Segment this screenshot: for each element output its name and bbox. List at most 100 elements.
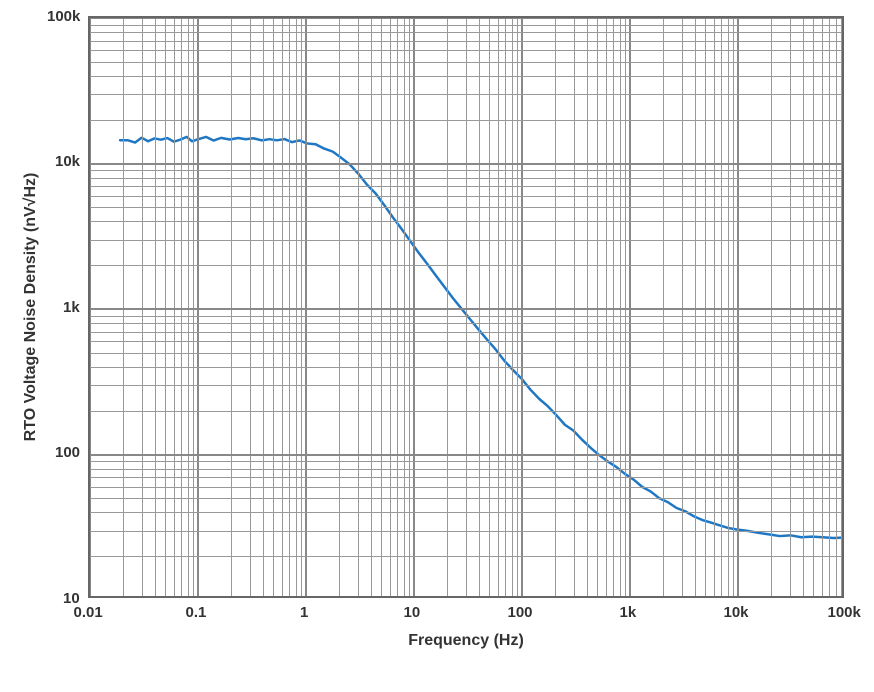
- x-tick-label: 10k: [724, 604, 749, 621]
- x-axis-label: Frequency (Hz): [88, 632, 844, 650]
- x-gridline-minor: [489, 18, 490, 596]
- y-gridline-minor: [90, 367, 842, 368]
- y-gridline-minor: [90, 62, 842, 63]
- x-gridline-minor: [193, 18, 194, 596]
- y-gridline-minor: [90, 316, 842, 317]
- x-gridline-minor: [587, 18, 588, 596]
- x-tick-label: 100k: [828, 604, 861, 621]
- y-gridline-minor: [90, 240, 842, 241]
- y-gridline-minor: [90, 170, 842, 171]
- y-tick-label: 100k: [47, 8, 80, 25]
- y-gridline-major: [90, 163, 842, 165]
- x-gridline-minor: [301, 18, 302, 596]
- x-gridline-minor: [174, 18, 175, 596]
- x-gridline-minor: [505, 18, 506, 596]
- x-gridline-major: [197, 18, 199, 596]
- x-gridline-minor: [606, 18, 607, 596]
- x-gridline-minor: [296, 18, 297, 596]
- x-gridline-minor: [728, 18, 729, 596]
- x-gridline-minor: [479, 18, 480, 596]
- x-gridline-minor: [231, 18, 232, 596]
- y-gridline-minor: [90, 461, 842, 462]
- x-gridline-minor: [263, 18, 264, 596]
- x-gridline-major: [521, 18, 523, 596]
- x-gridline-minor: [123, 18, 124, 596]
- y-tick-label: 10: [63, 590, 80, 607]
- x-gridline-minor: [574, 18, 575, 596]
- x-gridline-minor: [663, 18, 664, 596]
- y-gridline-minor: [90, 512, 842, 513]
- x-gridline-minor: [803, 18, 804, 596]
- y-gridline-minor: [90, 332, 842, 333]
- y-gridline-minor: [90, 411, 842, 412]
- y-gridline-minor: [90, 94, 842, 95]
- y-gridline-minor: [90, 221, 842, 222]
- x-gridline-minor: [409, 18, 410, 596]
- x-gridline-minor: [404, 18, 405, 596]
- y-tick-label: 10k: [55, 153, 80, 170]
- x-gridline-minor: [721, 18, 722, 596]
- y-gridline-minor: [90, 76, 842, 77]
- x-gridline-minor: [682, 18, 683, 596]
- x-gridline-minor: [466, 18, 467, 596]
- x-gridline-minor: [705, 18, 706, 596]
- x-gridline-minor: [181, 18, 182, 596]
- y-gridline-minor: [90, 265, 842, 266]
- y-gridline-minor: [90, 32, 842, 33]
- x-gridline-minor: [555, 18, 556, 596]
- y-gridline-minor: [90, 531, 842, 532]
- y-gridline-minor: [90, 469, 842, 470]
- x-gridline-minor: [597, 18, 598, 596]
- y-gridline-minor: [90, 25, 842, 26]
- x-gridline-minor: [371, 18, 372, 596]
- y-gridline-minor: [90, 341, 842, 342]
- x-gridline-minor: [512, 18, 513, 596]
- y-gridline-major: [90, 308, 842, 310]
- y-tick-label: 100: [55, 444, 80, 461]
- y-gridline-minor: [90, 556, 842, 557]
- x-gridline-minor: [447, 18, 448, 596]
- y-gridline-minor: [90, 41, 842, 42]
- y-gridline-minor: [90, 323, 842, 324]
- x-gridline-minor: [625, 18, 626, 596]
- y-gridline-minor: [90, 477, 842, 478]
- y-gridline-minor: [90, 385, 842, 386]
- x-tick-label: 10: [404, 604, 421, 621]
- x-gridline-minor: [733, 18, 734, 596]
- x-gridline-major: [305, 18, 307, 596]
- y-gridline-minor: [90, 353, 842, 354]
- x-gridline-major: [89, 18, 91, 596]
- y-gridline-minor: [90, 487, 842, 488]
- x-gridline-minor: [829, 18, 830, 596]
- x-gridline-minor: [289, 18, 290, 596]
- x-gridline-minor: [339, 18, 340, 596]
- x-gridline-major: [737, 18, 739, 596]
- y-axis-label: RTO Voltage Noise Density (nV√Hz): [22, 16, 40, 598]
- x-tick-label: 100: [508, 604, 533, 621]
- x-tick-label: 0.1: [186, 604, 207, 621]
- y-tick-label: 1k: [63, 299, 80, 316]
- y-gridline-minor: [90, 498, 842, 499]
- x-gridline-minor: [813, 18, 814, 596]
- y-gridline-minor: [90, 178, 842, 179]
- chart-container: Frequency (Hz) RTO Voltage Noise Density…: [0, 0, 874, 692]
- x-gridline-minor: [771, 18, 772, 596]
- x-gridline-minor: [498, 18, 499, 596]
- x-gridline-minor: [822, 18, 823, 596]
- x-gridline-minor: [790, 18, 791, 596]
- x-gridline-minor: [836, 18, 837, 596]
- y-gridline-minor: [90, 50, 842, 51]
- x-gridline-minor: [155, 18, 156, 596]
- x-tick-label: 1k: [620, 604, 637, 621]
- x-gridline-minor: [282, 18, 283, 596]
- x-gridline-minor: [250, 18, 251, 596]
- x-gridline-minor: [397, 18, 398, 596]
- x-gridline-minor: [841, 18, 842, 596]
- y-gridline-minor: [90, 186, 842, 187]
- x-gridline-major: [629, 18, 631, 596]
- x-gridline-minor: [273, 18, 274, 596]
- x-gridline-minor: [714, 18, 715, 596]
- x-gridline-minor: [390, 18, 391, 596]
- x-gridline-minor: [613, 18, 614, 596]
- y-gridline-minor: [90, 207, 842, 208]
